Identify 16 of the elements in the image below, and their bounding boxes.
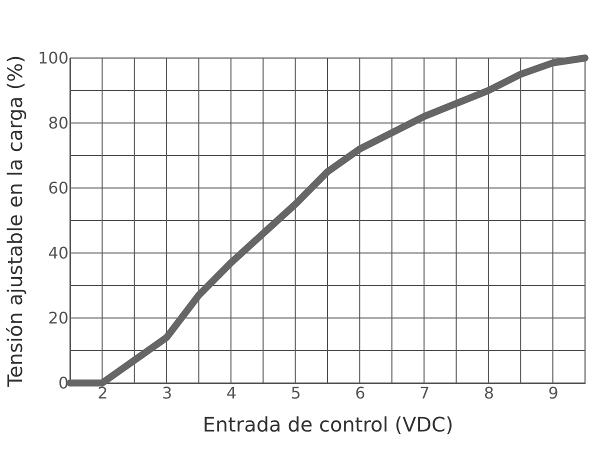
y-tick-label: 0 bbox=[58, 374, 68, 392]
x-tick-label: 9 bbox=[548, 384, 558, 402]
y-axis-title: Tensión ajustable en la carga (%) bbox=[2, 55, 27, 388]
y-tick-label: 20 bbox=[48, 308, 68, 328]
x-tick-label: 6 bbox=[355, 384, 366, 402]
y-tick-label: 60 bbox=[48, 178, 68, 198]
y-tick-label: 100 bbox=[38, 48, 68, 68]
y-tick-label: 80 bbox=[48, 114, 68, 132]
x-tick-label: 8 bbox=[484, 384, 494, 402]
x-tick-label: 7 bbox=[419, 384, 430, 402]
x-tick-label: 4 bbox=[226, 384, 237, 402]
x-axis-title: Entrada de control (VDC) bbox=[202, 412, 454, 436]
x-tick-label: 2 bbox=[98, 384, 108, 402]
y-tick-label: 40 bbox=[48, 244, 68, 262]
x-tick-label: 3 bbox=[162, 384, 172, 402]
x-tick-label: 5 bbox=[290, 384, 301, 402]
